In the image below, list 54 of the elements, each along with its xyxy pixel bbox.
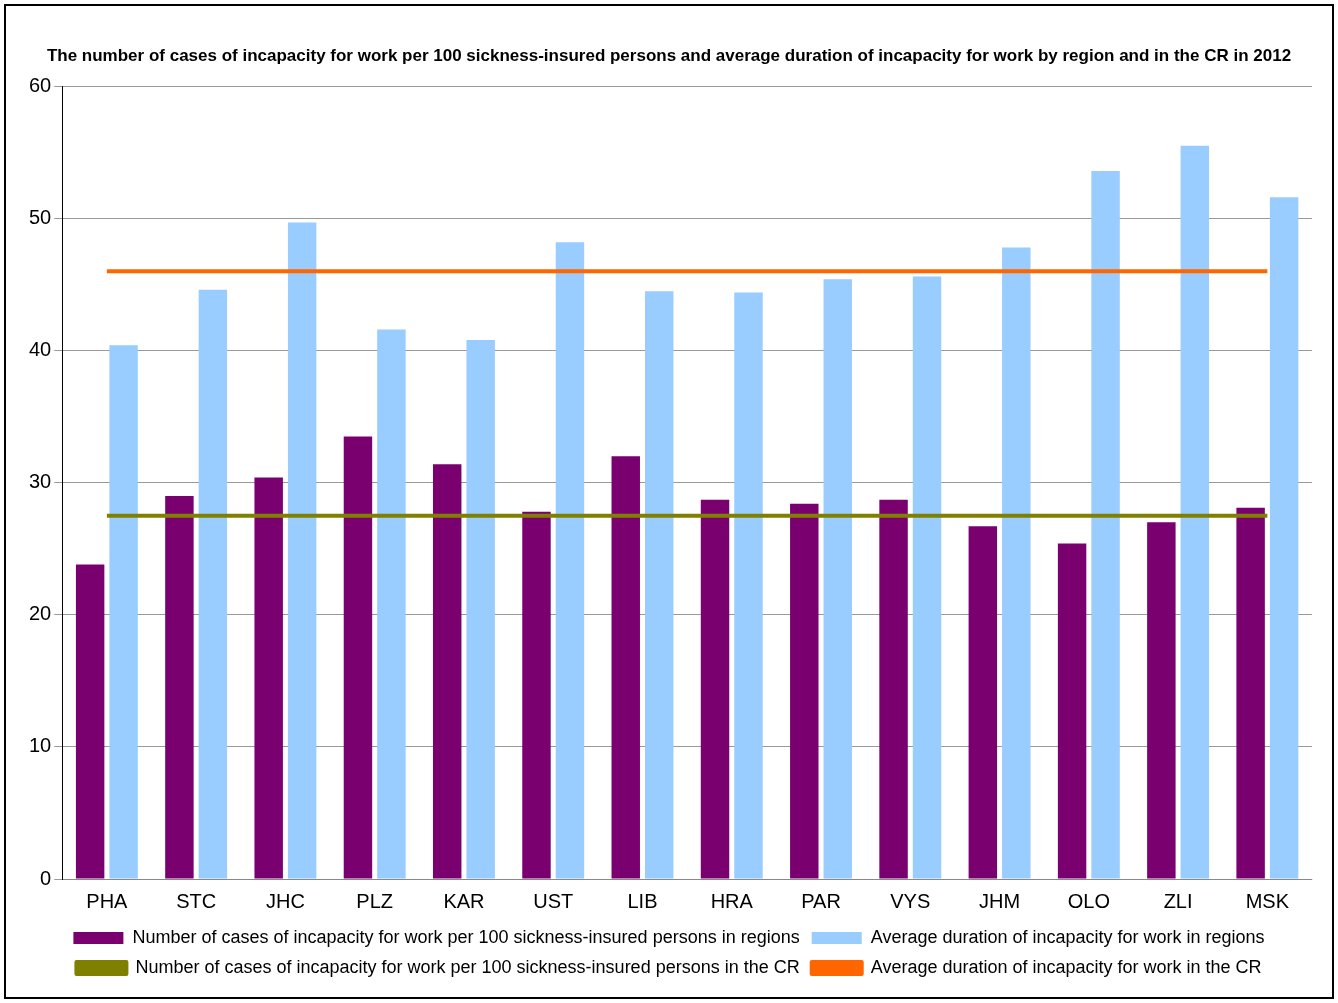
legend-label: Number of cases of incapacity for work per 100 sickness-insured persons in the CR (135, 956, 800, 977)
y-tick-label: 20 (29, 602, 52, 625)
x-tick-label: ZLI (1163, 889, 1193, 912)
bar (1236, 507, 1265, 879)
x-tick-label: JHM (979, 889, 1021, 912)
bar (734, 292, 763, 879)
x-tick-label: PHA (86, 889, 129, 912)
x-tick-label: MSK (1245, 889, 1290, 912)
y-tick-label: 30 (29, 470, 52, 493)
bar (611, 456, 640, 879)
bar (1002, 247, 1031, 879)
bar (700, 499, 730, 879)
bar (1269, 197, 1299, 879)
legend-label: Number of cases of incapacity for work per 100 sickness-insured persons in regions (132, 926, 800, 947)
x-tick-label: OLO (1067, 889, 1110, 912)
bar (109, 345, 138, 879)
bar (466, 340, 495, 879)
x-tick-label: KAR (443, 889, 485, 912)
y-tick-label: 40 (29, 338, 52, 361)
bar (165, 495, 194, 879)
x-tick-label: PAR (801, 889, 841, 912)
bar (75, 564, 105, 879)
bar (254, 477, 283, 879)
chart-title: The number of cases of incapacity for work per 100 sickness-insured persons and average duration of incapacity for work by region and in the CR in 2012 (46, 45, 1292, 65)
x-tick-label: HRA (710, 889, 754, 912)
bar (522, 511, 551, 879)
x-tick-label: JHC (265, 889, 305, 912)
bar (879, 499, 908, 879)
bar (377, 329, 406, 879)
y-tick-label: 60 (29, 73, 52, 96)
x-tick-label: UST (533, 889, 574, 912)
y-tick-label: 10 (29, 734, 52, 757)
bar (968, 526, 998, 879)
legend-label: Average duration of incapacity for work in the CR (870, 956, 1262, 977)
bar (555, 242, 585, 879)
bar (287, 222, 317, 879)
bar (912, 276, 942, 879)
x-tick-label: STC (176, 889, 217, 912)
y-tick-label: 0 (40, 866, 52, 889)
bar (1057, 543, 1087, 879)
bar (790, 503, 819, 879)
legend-label: Average duration of incapacity for work in regions (870, 926, 1265, 947)
bar (823, 279, 852, 879)
bar (645, 291, 674, 879)
x-tick-label: PLZ (356, 889, 394, 912)
bar (1147, 522, 1176, 879)
bar (1091, 170, 1120, 879)
bar (1180, 145, 1210, 879)
x-tick-label: LIB (627, 889, 658, 912)
y-tick-label: 50 (29, 206, 52, 229)
bar (432, 464, 462, 879)
bar (343, 436, 373, 879)
bar (198, 289, 228, 879)
x-tick-label: VYS (890, 889, 931, 912)
